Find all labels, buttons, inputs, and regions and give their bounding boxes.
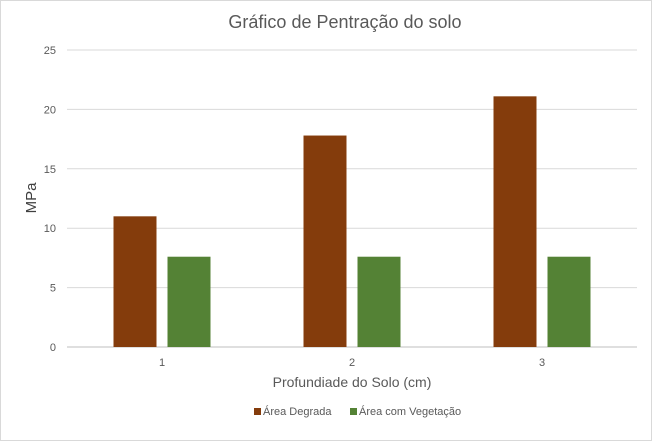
legend-swatch bbox=[350, 408, 357, 415]
x-axis-label: Profundiade do Solo (cm) bbox=[273, 374, 432, 390]
bars bbox=[113, 96, 591, 347]
x-tick-label: 1 bbox=[159, 357, 165, 369]
legend-swatch bbox=[254, 408, 261, 415]
gridlines bbox=[67, 49, 637, 348]
legend: Área Degrada Área com Vegetação bbox=[254, 405, 461, 418]
y-axis-ticks: 0 5 10 15 20 25 bbox=[44, 45, 56, 354]
bar-area-degrada bbox=[493, 96, 537, 347]
bar-area-com-vegetacao bbox=[547, 256, 591, 347]
legend-label: Área Degrada bbox=[263, 405, 332, 418]
y-tick-label: 20 bbox=[44, 104, 56, 116]
bar-area-com-vegetacao bbox=[357, 256, 401, 347]
chart-title: Gráfico de Pentração do solo bbox=[228, 12, 461, 32]
y-tick-label: 10 bbox=[44, 223, 56, 235]
bar-area-degrada bbox=[113, 216, 157, 347]
bar-area-degrada bbox=[303, 135, 347, 347]
y-tick-label: 0 bbox=[50, 342, 56, 354]
bar-area-com-vegetacao bbox=[167, 256, 211, 347]
y-tick-label: 25 bbox=[44, 45, 56, 57]
legend-label: Área com Vegetação bbox=[359, 405, 461, 418]
x-tick-label: 3 bbox=[539, 357, 545, 369]
x-axis-ticks: 1 2 3 bbox=[159, 357, 545, 369]
x-tick-label: 2 bbox=[349, 357, 355, 369]
y-tick-label: 15 bbox=[44, 164, 56, 176]
y-tick-label: 5 bbox=[50, 283, 56, 295]
y-axis-label: MPa bbox=[23, 182, 40, 214]
